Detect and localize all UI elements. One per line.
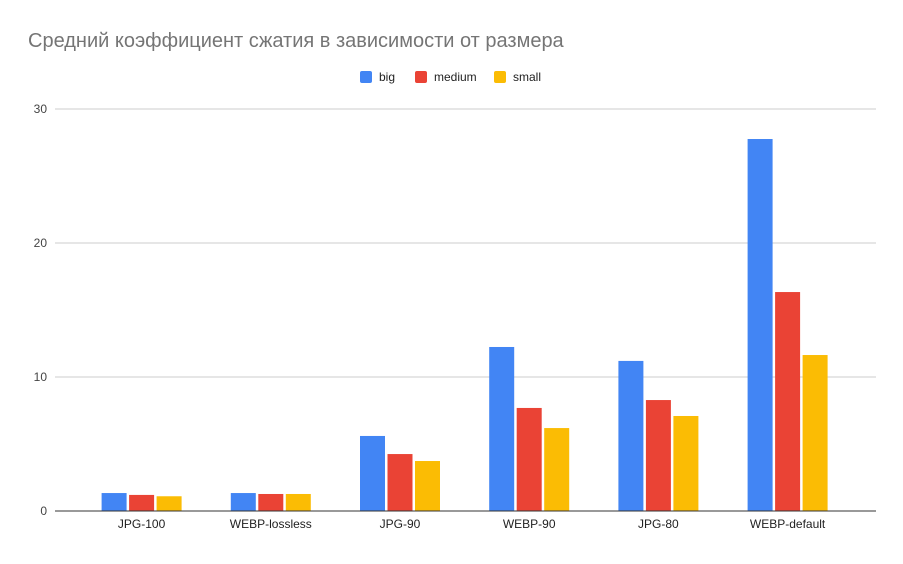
bar-big [747, 139, 773, 512]
y-tick-label: 30 [34, 102, 48, 116]
bar-small [156, 496, 182, 511]
legend-label-small: small [513, 70, 541, 84]
bar-big [360, 435, 385, 511]
bar-medium [129, 494, 155, 511]
x-tick-label: WEBP-90 [503, 517, 556, 531]
legend-label-medium: medium [434, 70, 477, 84]
bar-medium [516, 407, 542, 511]
bar-small [415, 461, 440, 511]
x-tick-label: WEBP-default [750, 517, 826, 531]
bar-big [489, 346, 515, 511]
legend-label-big: big [379, 70, 395, 84]
bar-medium [775, 292, 801, 511]
bar-big [618, 360, 644, 511]
bars [55, 139, 876, 512]
x-tick-label: JPG-100 [118, 517, 166, 531]
bar-big [101, 493, 127, 511]
bar-small [673, 415, 699, 511]
bar-medium [645, 400, 671, 511]
bar-small [802, 355, 828, 511]
legend: big medium small [360, 70, 541, 84]
x-tick-label: WEBP-lossless [230, 517, 312, 531]
bar-medium [387, 454, 413, 511]
x-tick-label: JPG-90 [380, 517, 421, 531]
y-tick-label: 0 [40, 504, 47, 518]
bar-medium [258, 493, 284, 511]
legend-swatch-small [494, 71, 506, 83]
bar-small [544, 428, 570, 511]
bar-small [285, 493, 311, 511]
x-tick-label: JPG-80 [638, 517, 679, 531]
x-axis-labels: JPG-100 WEBP-lossless JPG-90 WEBP-90 JPG-80 W… [118, 517, 826, 531]
bar-big [230, 493, 256, 511]
y-tick-label: 10 [34, 370, 48, 384]
legend-swatch-medium [415, 71, 427, 83]
legend-swatch-big [360, 71, 372, 83]
chart-title: Средний коэффициент сжатия в зависимости… [28, 30, 565, 52]
y-tick-label: 20 [34, 236, 48, 250]
